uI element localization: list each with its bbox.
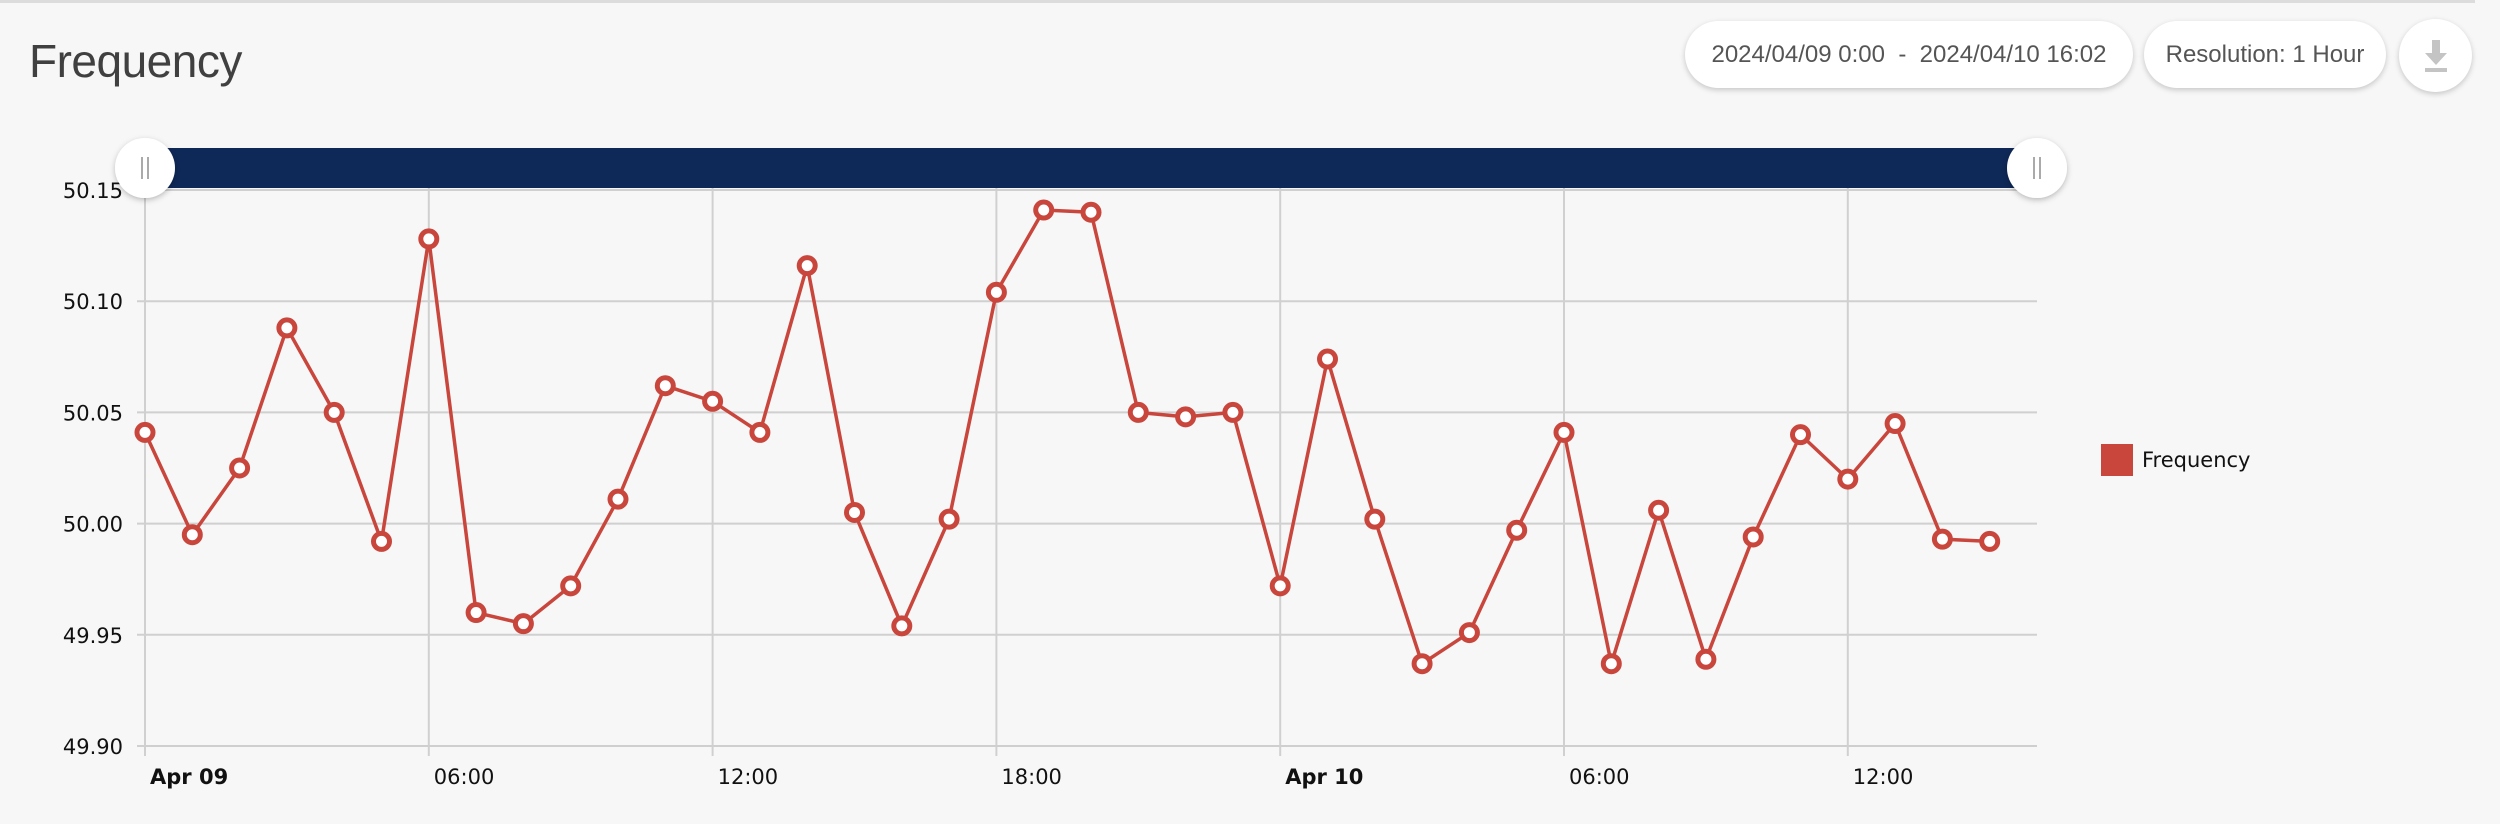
legend-swatch (2101, 444, 2133, 476)
x-tick-label: Apr 10 (1285, 765, 1363, 789)
data-point[interactable] (1553, 421, 1575, 443)
data-point[interactable] (1033, 199, 1055, 221)
resolution-button[interactable]: Resolution: 1 Hour (2144, 21, 2386, 88)
data-point[interactable] (749, 421, 771, 443)
data-point[interactable] (1600, 653, 1622, 675)
x-tick-label: 06:00 (434, 765, 495, 789)
date-range-button[interactable]: 2024/04/09 0:00 - 2024/04/10 16:02 (1685, 21, 2133, 88)
data-point[interactable] (1175, 406, 1197, 428)
data-point[interactable] (465, 602, 487, 624)
handle-circle (2007, 138, 2067, 198)
top-divider (0, 0, 2475, 3)
data-point[interactable] (1884, 413, 1906, 435)
data-point[interactable] (1080, 201, 1102, 223)
y-tick-label: 50.15 (63, 179, 123, 203)
data-point[interactable] (1979, 530, 2001, 552)
download-button[interactable] (2399, 19, 2472, 92)
data-point[interactable] (891, 615, 913, 637)
data-point[interactable] (1317, 348, 1338, 370)
data-point[interactable] (985, 281, 1007, 303)
range-navigator (115, 138, 2067, 198)
data-point[interactable] (1742, 526, 1764, 548)
data-point[interactable] (796, 255, 818, 277)
data-point[interactable] (1790, 424, 1811, 446)
data-point[interactable] (1837, 468, 1859, 490)
data-point[interactable] (607, 488, 629, 510)
navigator-bar (145, 148, 2037, 188)
data-point[interactable] (1695, 648, 1717, 670)
data-point[interactable] (229, 457, 251, 479)
series-line (143, 208, 1990, 667)
handle-circle (115, 138, 175, 198)
x-tick-label: 12:00 (718, 765, 779, 789)
navigator-handle-left[interactable] (115, 138, 175, 198)
data-point[interactable] (512, 613, 534, 635)
data-point[interactable] (1648, 499, 1670, 521)
data-point[interactable] (938, 508, 960, 530)
data-point[interactable] (276, 317, 298, 339)
data-point[interactable] (702, 390, 724, 412)
data-point[interactable] (1222, 401, 1244, 423)
x-tick-label: 12:00 (1853, 765, 1914, 789)
x-tick-label: 18:00 (1001, 765, 1062, 789)
data-point[interactable] (418, 228, 440, 250)
data-point[interactable] (654, 375, 676, 397)
y-tick-label: 50.10 (63, 290, 123, 314)
data-point[interactable] (844, 501, 865, 523)
data-point[interactable] (134, 421, 156, 443)
y-tick-label: 50.05 (63, 401, 123, 425)
page-title: Frequency (29, 35, 242, 87)
data-point[interactable] (371, 530, 392, 552)
data-point[interactable] (1269, 575, 1291, 597)
data-point[interactable] (181, 524, 203, 546)
navigator-handle-right[interactable] (2007, 138, 2067, 198)
x-tick-label: Apr 09 (150, 765, 228, 789)
data-point[interactable] (1364, 508, 1386, 530)
legend-label: Frequency (2142, 448, 2251, 472)
data-point[interactable] (560, 575, 582, 597)
y-tick-label: 49.95 (63, 624, 123, 648)
download-icon (2424, 39, 2447, 72)
data-point[interactable] (1931, 528, 1953, 550)
y-tick-label: 49.90 (63, 735, 123, 759)
legend-item[interactable]: Frequency (2101, 444, 2251, 476)
y-tick-label: 50.00 (63, 513, 123, 537)
data-point[interactable] (1506, 519, 1528, 541)
data-point[interactable] (1127, 401, 1149, 423)
data-point[interactable] (1458, 622, 1480, 644)
x-tick-label: 06:00 (1569, 765, 1630, 789)
data-point[interactable] (1411, 653, 1433, 675)
data-point[interactable] (323, 401, 345, 423)
